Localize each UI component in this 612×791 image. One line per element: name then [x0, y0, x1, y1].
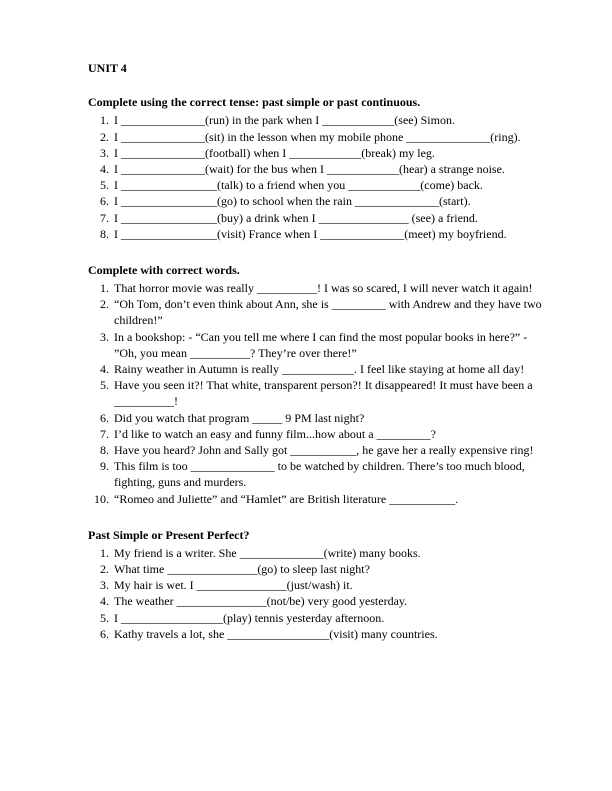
section-3-title: Past Simple or Present Perfect?	[88, 527, 542, 543]
list-item: That horror movie was really __________!…	[112, 280, 542, 296]
list-item: Rainy weather in Autumn is really ______…	[112, 361, 542, 377]
section-1-title: Complete using the correct tense: past s…	[88, 94, 542, 110]
list-item: I ______________(football) when I ______…	[112, 145, 542, 161]
list-item: “Romeo and Juliette” and “Hamlet” are Br…	[112, 491, 542, 507]
section-2: Complete with correct words. That horror…	[88, 262, 542, 507]
unit-title: UNIT 4	[88, 60, 542, 76]
list-item: I _________________(play) tennis yesterd…	[112, 610, 542, 626]
list-item: What time _______________(go) to sleep l…	[112, 561, 542, 577]
section-2-list: That horror movie was really __________!…	[88, 280, 542, 507]
list-item: The weather _______________(not/be) very…	[112, 593, 542, 609]
list-item: I ______________(sit) in the lesson when…	[112, 129, 542, 145]
list-item: I ______________(wait) for the bus when …	[112, 161, 542, 177]
list-item: In a bookshop: - “Can you tell me where …	[112, 329, 542, 361]
section-1-list: I ______________(run) in the park when I…	[88, 112, 542, 242]
list-item: I ________________(visit) France when I …	[112, 226, 542, 242]
list-item: I ________________(buy) a drink when I _…	[112, 210, 542, 226]
section-1: Complete using the correct tense: past s…	[88, 94, 542, 242]
list-item: I ________________(go) to school when th…	[112, 193, 542, 209]
list-item: I ______________(run) in the park when I…	[112, 112, 542, 128]
list-item: I ________________(talk) to a friend whe…	[112, 177, 542, 193]
list-item: My hair is wet. I _______________(just/w…	[112, 577, 542, 593]
list-item: Kathy travels a lot, she _______________…	[112, 626, 542, 642]
list-item: Did you watch that program _____ 9 PM la…	[112, 410, 542, 426]
section-3: Past Simple or Present Perfect? My frien…	[88, 527, 542, 642]
list-item: Have you heard? John and Sally got _____…	[112, 442, 542, 458]
section-3-list: My friend is a writer. She _____________…	[88, 545, 542, 642]
list-item: “Oh Tom, don’t even think about Ann, she…	[112, 296, 542, 328]
list-item: My friend is a writer. She _____________…	[112, 545, 542, 561]
worksheet-page: UNIT 4 Complete using the correct tense:…	[0, 0, 612, 702]
section-2-title: Complete with correct words.	[88, 262, 542, 278]
list-item: I’d like to watch an easy and funny film…	[112, 426, 542, 442]
list-item: Have you seen it?! That white, transpare…	[112, 377, 542, 409]
list-item: This film is too ______________ to be wa…	[112, 458, 542, 490]
